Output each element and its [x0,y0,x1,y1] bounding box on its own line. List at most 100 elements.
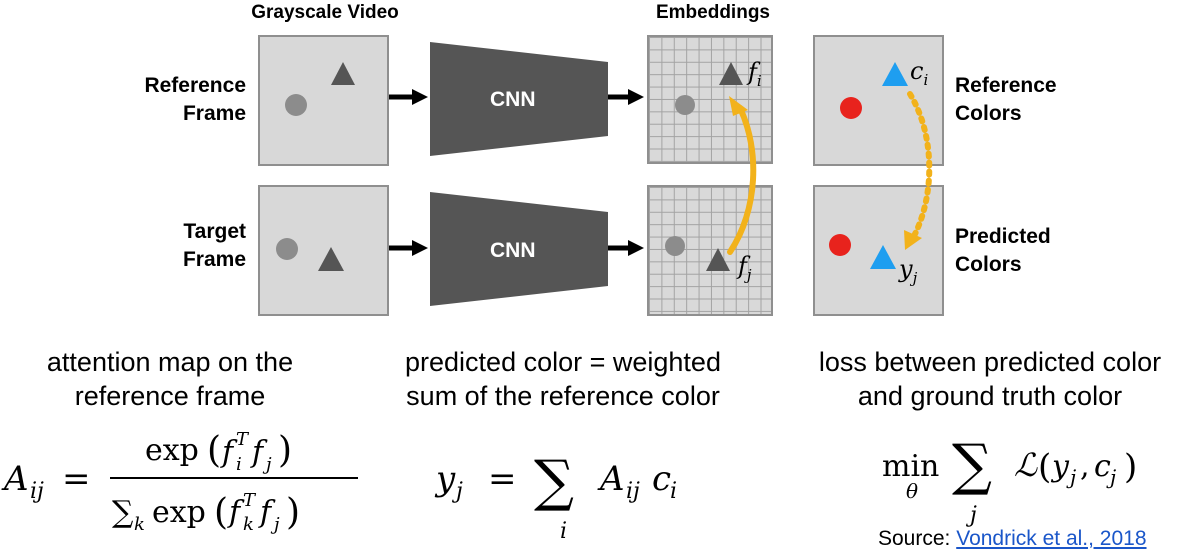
svg-text:c: c [652,459,671,499]
predicted-red-circle [829,234,851,256]
loss-caption-line1: loss between predicted color [818,347,1162,377]
symbol-f-j-base: f [738,252,747,280]
svg-text:A: A [1,459,29,499]
svg-text:A: A [597,459,625,499]
reference-frame [258,35,389,166]
attention-equation-render: A ij = exp ( f T i f j ) ∑ k exp ( f T k… [1,429,358,535]
svg-text:T: T [243,490,257,511]
svg-text:(: ( [1038,447,1051,487]
svg-text:(: ( [214,492,228,533]
symbol-f-i: fi [748,58,762,90]
predicted-blue-triangle [870,245,896,269]
arrow-cnn-to-ref-embedding [608,89,644,105]
prediction-caption: predicted color = weighted sum of the re… [378,345,748,413]
symbol-f-i-base: f [748,58,757,86]
svg-text:i: i [670,479,677,504]
embedding-ref-gray-triangle [719,62,743,85]
embeddings-header: Embeddings [655,2,770,23]
svg-text:j: j [1106,465,1116,489]
svg-text:exp: exp [145,433,199,468]
grayscale-video-header: Grayscale Video [251,2,399,23]
attention-caption-line1: attention map on the [46,347,294,377]
svg-text:ℒ: ℒ [1014,446,1038,484]
reference-frame-label: Reference Frame [110,72,246,128]
pipeline-diagram [276,42,933,306]
target-frame-label-line1: Target [183,220,246,243]
svg-text:T: T [236,429,250,450]
svg-text:j: j [262,454,272,475]
svg-text:ij: ij [626,479,640,504]
attention-arrow [727,96,757,255]
svg-text:ij: ij [30,479,44,504]
arrow-cnn-to-target-embedding [608,240,644,256]
svg-text:y: y [434,459,456,499]
target-frame-label: Target Frame [110,218,246,274]
symbol-y-j: yj [899,255,917,287]
svg-text:∑: ∑ [112,495,134,530]
source-link[interactable]: Vondrick et al., 2018 [956,527,1147,550]
cnn-target [430,192,608,306]
svg-text:=: = [62,459,91,499]
loss-caption-line2: and ground truth color [857,381,1123,411]
reference-colors-label: Reference Colors [955,72,1115,128]
embedding-target-gray-triangle [706,248,730,271]
source-citation: Source: Vondrick et al., 2018 [878,527,1147,551]
svg-text:(: ( [207,430,221,471]
target-gray-circle [276,238,298,260]
predicted-colors-label-line1: Predicted [955,225,1051,248]
symbol-c-i: ci [910,57,928,89]
cnn-target-label: CNN [490,239,536,262]
svg-text:j: j [1066,465,1076,489]
source-prefix: Source: [878,527,957,550]
reference-red-circle [840,97,862,119]
svg-text:): ) [286,492,300,533]
prediction-equation: y_j = Σ_i A_ij c_i y j = ∑ i A ij c i [430,430,720,545]
symbol-c-i-base: c [910,57,924,85]
prediction-equation-render: y j = ∑ i A ij c i [434,449,677,544]
svg-text:y: y [1050,449,1070,484]
svg-text:min: min [882,449,939,484]
svg-text:j: j [965,503,977,527]
color-transfer-arrow [904,91,933,250]
embedding-ref-gray-circle [675,95,695,115]
symbol-f-i-sub: i [756,71,762,90]
svg-text:∑: ∑ [952,433,992,498]
attention-caption-line2: reference frame [74,381,266,411]
symbol-f-j: fj [738,252,752,284]
arrow-target-frame-to-cnn [389,240,428,256]
svg-text:c: c [1094,449,1111,484]
arrow-ref-frame-to-cnn [389,89,428,105]
predicted-colors-label-line2: Colors [955,253,1022,276]
svg-text:exp: exp [152,495,206,530]
target-frame-label-line2: Frame [182,248,246,271]
loss-equation-render: min θ ∑ j ℒ ( y j , c j ) [882,433,1137,528]
symbol-c-i-sub: i [923,70,929,89]
attention-caption: attention map on the reference frame [0,345,340,413]
svg-text:i: i [560,519,567,544]
symbol-y-j-sub: j [912,268,918,287]
reference-colors-frame [813,35,944,166]
embedding-target-gray-circle [665,236,685,256]
svg-text:i: i [236,454,242,475]
reference-embedding-grid [647,35,773,164]
svg-text:∑: ∑ [534,449,574,514]
svg-text:,: , [1080,449,1090,484]
svg-text:k: k [134,514,145,535]
prediction-caption-line1: predicted color = weighted [405,347,721,377]
prediction-caption-line2: sum of the reference color [406,381,720,411]
svg-text:j: j [270,514,280,535]
reference-colors-label-line1: Reference [955,74,1057,97]
svg-text:k: k [243,514,254,535]
reference-frame-label-line2: Frame [182,102,246,125]
svg-text:): ) [1124,447,1137,487]
reference-blue-triangle [882,62,908,86]
cnn-reference [430,42,608,156]
cnn-reference-label: CNN [490,88,536,111]
reference-gray-circle [285,94,307,116]
svg-text:=: = [488,459,517,499]
symbol-f-j-sub: j [746,265,752,284]
predicted-colors-label: Predicted Colors [955,223,1115,279]
reference-colors-label-line2: Colors [955,102,1022,125]
svg-text:): ) [278,430,292,471]
reference-frame-label-line1: Reference [144,74,246,97]
